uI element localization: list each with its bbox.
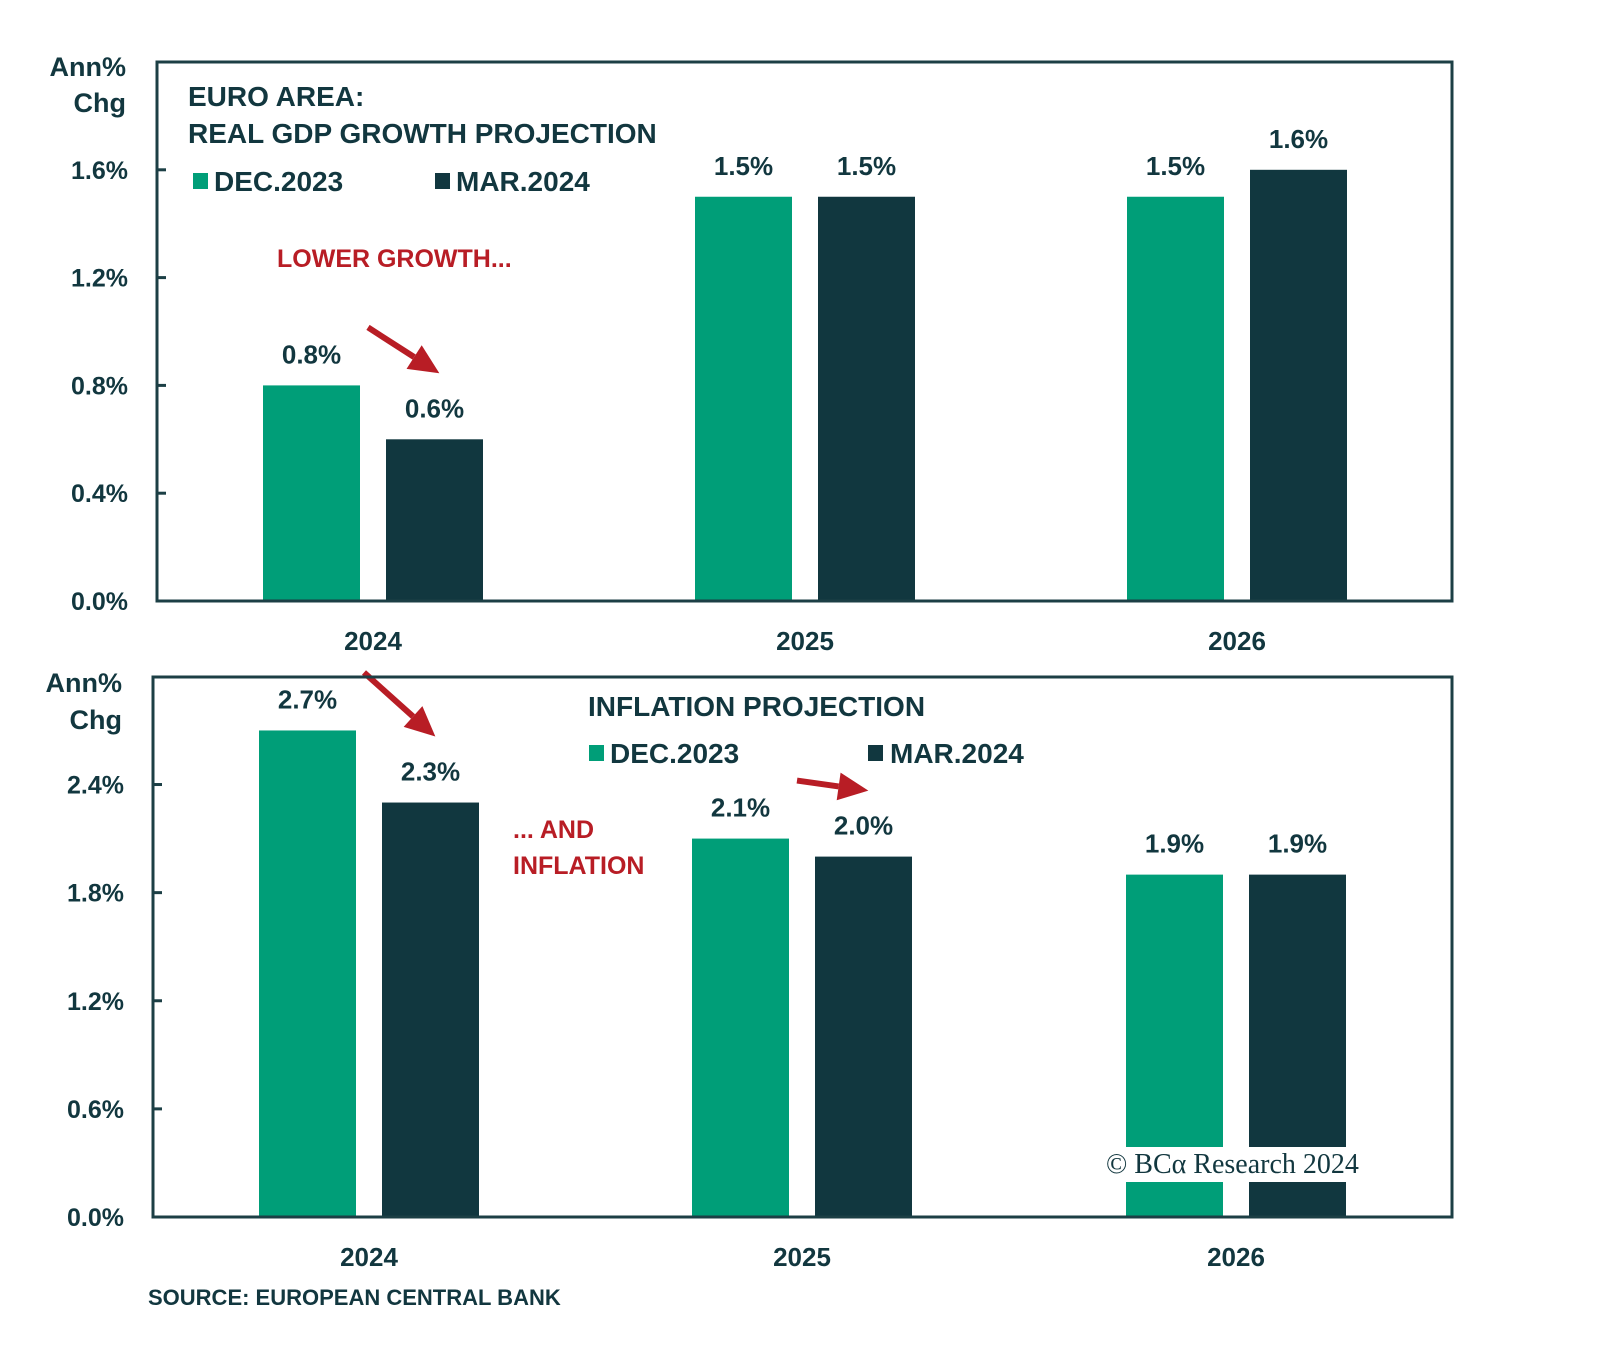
y-tick-label: 0.4% <box>71 480 128 508</box>
data-label: 1.5% <box>714 151 773 181</box>
y-tick-label: 1.8% <box>67 880 124 908</box>
x-tick-label: 2024 <box>344 626 402 656</box>
x-tick-label: 2026 <box>1208 626 1266 656</box>
y-tick-label: 0.8% <box>71 372 128 400</box>
x-tick-label: 2026 <box>1207 1242 1265 1272</box>
bar-mar2024-2025 <box>815 856 912 1217</box>
bar-dec2023-2024 <box>259 730 356 1217</box>
data-label: 1.5% <box>837 151 896 181</box>
y-tick-label: 1.2% <box>71 265 128 293</box>
legend-label-dec2023: DEC.2023 <box>610 738 739 769</box>
watermark: © BCα Research 2024 <box>1106 1149 1359 1180</box>
y-tick-label: 0.0% <box>67 1204 124 1232</box>
data-label: 1.9% <box>1145 829 1204 859</box>
y-axis-label-line2: Chg <box>70 705 122 735</box>
x-tick-label: 2025 <box>773 1242 831 1272</box>
chart-title-line1: EURO AREA: <box>188 81 364 112</box>
x-tick-label: 2025 <box>776 626 834 656</box>
bar-mar2024-2026 <box>1250 169 1347 602</box>
arrow-annotation <box>361 670 436 737</box>
legend-swatch-mar2024 <box>435 173 450 189</box>
y-tick-label: 0.6% <box>67 1096 124 1124</box>
y-tick-label: 1.2% <box>67 988 124 1016</box>
plot-frame <box>155 60 1454 603</box>
y-axis-label-line2: Chg <box>74 88 126 118</box>
bar-dec2023-2026 <box>1127 196 1224 601</box>
y-tick-label: 2.4% <box>67 772 124 800</box>
legend-swatch-mar2024 <box>868 745 883 761</box>
chart-title: INFLATION PROJECTION <box>588 691 925 722</box>
y-tick-label: 1.6% <box>71 157 128 185</box>
data-label: 1.9% <box>1268 829 1327 859</box>
annotation-and-inflation-line2: INFLATION <box>513 852 644 880</box>
data-label: 1.5% <box>1146 151 1205 181</box>
y-axis-label-line1: Ann% <box>50 52 127 82</box>
annotation-and-inflation-line1: ... AND <box>513 816 594 844</box>
source-note: SOURCE: EUROPEAN CENTRAL BANK <box>148 1285 561 1310</box>
data-label: 0.8% <box>282 339 341 369</box>
bar-mar2024-2025 <box>818 196 915 601</box>
arrow-annotation <box>366 324 440 374</box>
y-tick-label: 0.0% <box>71 588 128 616</box>
arrow-annotation <box>796 772 869 801</box>
plot-frame <box>151 675 1454 1219</box>
legend: DEC.2023 MAR.2024 <box>193 166 590 197</box>
watermark-background <box>1098 1147 1398 1182</box>
bar-mar2024-2024 <box>382 802 479 1217</box>
bar-dec2023-2024 <box>263 385 360 601</box>
data-label: 2.3% <box>401 757 460 787</box>
y-axis-label-line1: Ann% <box>46 668 123 698</box>
bar-dec2023-2025 <box>695 196 792 601</box>
legend-swatch-dec2023 <box>589 745 604 761</box>
data-label: 2.1% <box>711 793 770 823</box>
data-label: 1.6% <box>1269 124 1328 154</box>
legend-label-mar2024: MAR.2024 <box>890 738 1024 769</box>
legend-label-dec2023: DEC.2023 <box>214 166 343 197</box>
legend: DEC.2023 MAR.2024 <box>589 738 1024 769</box>
inflation-chart-panel: Ann% Chg INFLATION PROJECTION DEC.2023 M… <box>46 668 1454 1272</box>
x-tick-label: 2024 <box>340 1242 398 1272</box>
data-label: 2.0% <box>834 811 893 841</box>
annotation-lower-growth: LOWER GROWTH... <box>277 245 512 273</box>
gdp-chart-panel: Ann% Chg EURO AREA: REAL GDP GROWTH PROJ… <box>50 52 1454 656</box>
data-label: 2.7% <box>278 684 337 714</box>
bar-dec2023-2025 <box>692 838 789 1217</box>
legend-swatch-dec2023 <box>193 173 208 189</box>
data-label: 0.6% <box>405 393 464 423</box>
chart-title-line2: REAL GDP GROWTH PROJECTION <box>188 118 657 149</box>
bar-mar2024-2024 <box>386 439 483 601</box>
legend-label-mar2024: MAR.2024 <box>456 166 590 197</box>
